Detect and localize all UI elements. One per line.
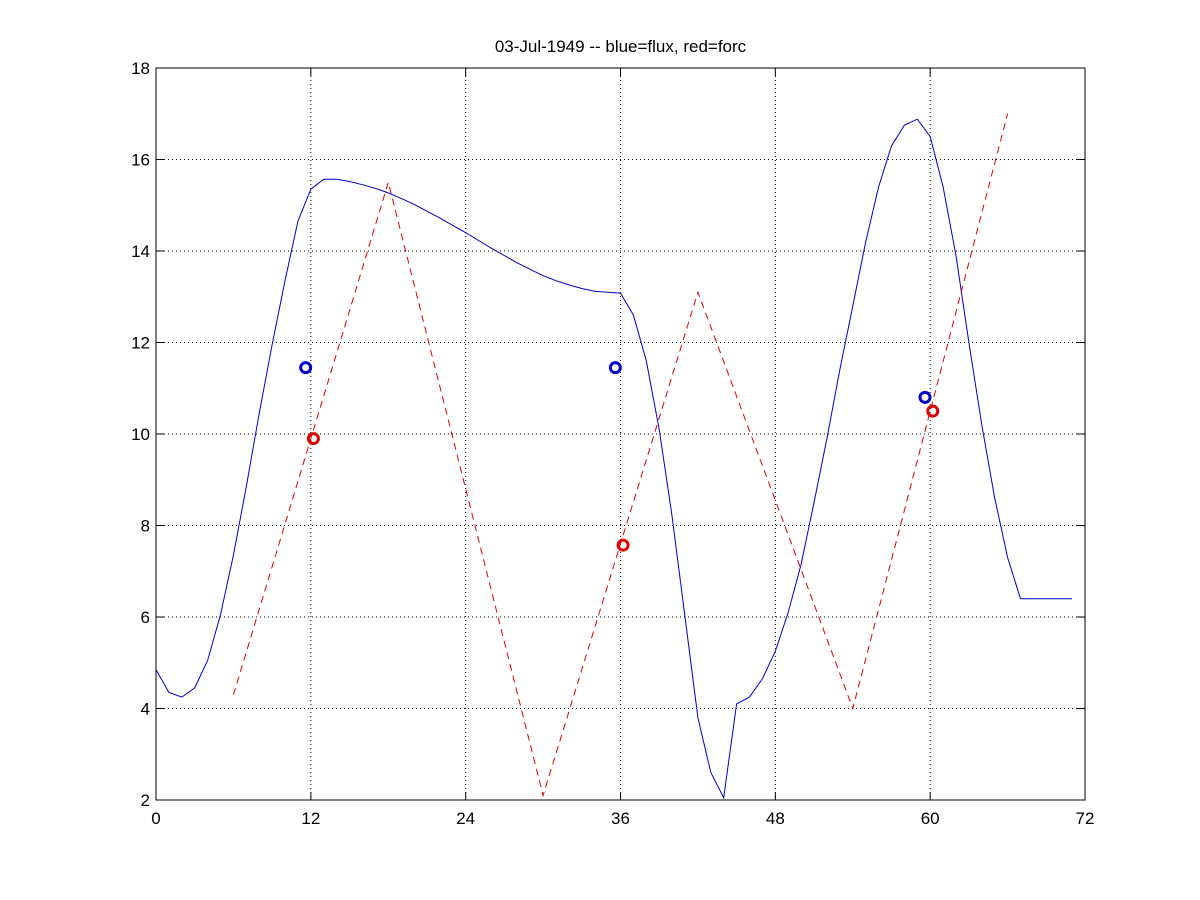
forc-marker xyxy=(616,538,630,552)
forc-marker xyxy=(926,404,940,418)
chart-title: 03-Jul-1949 -- blue=flux, red=forc xyxy=(495,37,747,56)
x-tick-label: 60 xyxy=(921,809,940,828)
y-tick-label: 10 xyxy=(131,425,150,444)
marker-layer xyxy=(299,361,940,552)
x-tick-label: 24 xyxy=(456,809,475,828)
flux-marker xyxy=(608,361,622,375)
flux-marker xyxy=(918,390,932,404)
flux-series-line xyxy=(155,118,1073,800)
y-tick-label: 16 xyxy=(131,151,150,170)
series-layer xyxy=(155,113,1073,800)
ticks xyxy=(155,67,1086,801)
y-tick-label: 4 xyxy=(141,700,150,719)
x-tick-label: 12 xyxy=(301,809,320,828)
y-tick-label: 12 xyxy=(131,334,150,353)
y-tick-label: 14 xyxy=(131,242,150,261)
grid xyxy=(156,68,1085,800)
x-tick-label: 36 xyxy=(611,809,630,828)
x-tick-label: 48 xyxy=(766,809,785,828)
x-tick-label: 0 xyxy=(151,809,160,828)
y-tick-label: 6 xyxy=(141,608,150,627)
y-tick-label: 18 xyxy=(131,59,150,78)
forc-series-line xyxy=(232,113,1009,798)
forc-marker xyxy=(306,432,320,446)
x-tick-label: 72 xyxy=(1076,809,1095,828)
y-tick-label: 2 xyxy=(141,791,150,810)
y-tick-label: 8 xyxy=(141,517,150,536)
flux-marker xyxy=(299,361,313,375)
